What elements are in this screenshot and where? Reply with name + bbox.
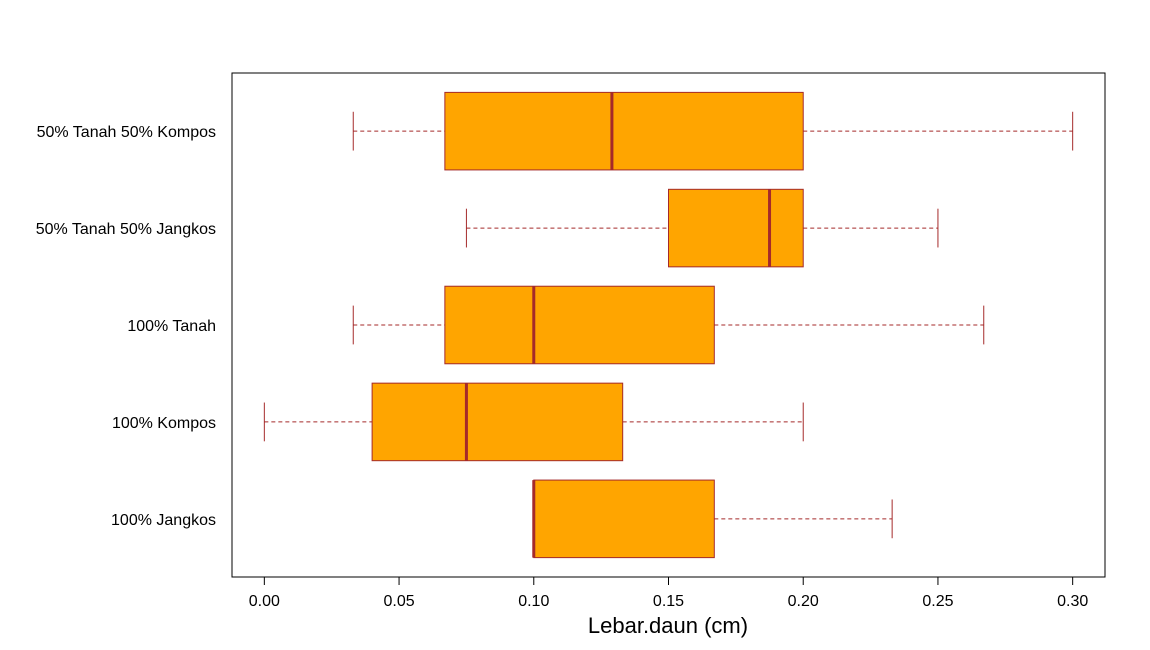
box-iqr	[668, 188, 804, 268]
box-iqr	[444, 91, 804, 171]
x-tick-label: 0.25	[922, 593, 953, 610]
box-iqr	[371, 382, 624, 462]
x-axis: 0.00 0.05 0.10 0.15 0.20 0.25 0.30	[249, 576, 1088, 610]
x-tick-label: 0.10	[518, 593, 549, 610]
y-tick-label: 100% Kompos	[112, 415, 216, 432]
y-tick-label: 100% Jangkos	[111, 512, 216, 529]
x-axis-title: Lebar.daun (cm)	[588, 613, 748, 638]
box-4	[465, 188, 939, 268]
box-1	[532, 479, 893, 559]
y-axis: 100% Jangkos 100% Kompos 100% Tanah 50% Tan…	[36, 124, 216, 529]
y-tick-label: 50% Tanah 50% Jangkos	[36, 221, 216, 238]
x-tick-label: 0.05	[383, 593, 414, 610]
box-iqr	[533, 479, 715, 559]
box-group	[263, 91, 1074, 559]
y-tick-label: 50% Tanah 50% Kompos	[37, 124, 216, 141]
box-iqr	[444, 285, 715, 365]
x-tick-label: 0.30	[1057, 593, 1088, 610]
x-tick-label: 0.00	[249, 593, 280, 610]
y-tick-label: 100% Tanah	[127, 318, 216, 335]
box-5	[352, 91, 1074, 171]
box-2	[263, 382, 804, 462]
box-3	[352, 285, 985, 365]
x-tick-label: 0.15	[653, 593, 684, 610]
x-tick-label: 0.20	[788, 593, 819, 610]
